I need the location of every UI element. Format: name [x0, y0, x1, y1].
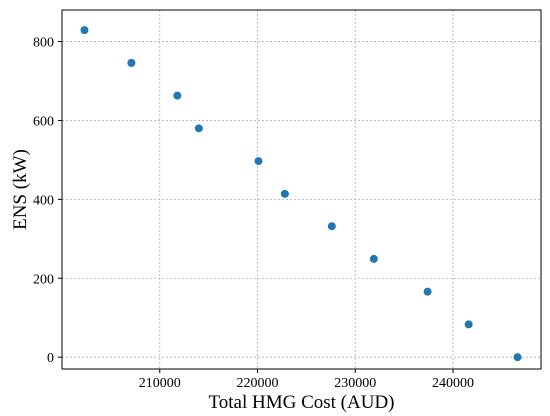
x-tick-label: 230000 [334, 376, 376, 391]
x-tick-label: 240000 [432, 376, 474, 391]
y-tick-label: 200 [33, 272, 54, 287]
data-point [464, 320, 473, 329]
x-axis-label: Total HMG Cost (AUD) [208, 392, 394, 413]
data-point [423, 287, 432, 296]
y-tick-label: 600 [33, 114, 54, 129]
data-point [194, 124, 203, 133]
data-point [80, 26, 89, 35]
data-points [80, 26, 522, 362]
y-tick-label: 800 [33, 36, 54, 51]
y-tick-label: 400 [33, 193, 54, 208]
data-point [280, 189, 289, 198]
data-point [254, 157, 263, 166]
x-tick-label: 210000 [139, 376, 181, 391]
data-point [327, 222, 336, 231]
axis-ticks: 210000 220000 230000 240000 0 200 400 600 800 [33, 36, 474, 391]
y-tick-label: 0 [47, 351, 54, 366]
data-point [173, 91, 182, 100]
x-tick-label: 220000 [237, 376, 279, 391]
data-point [369, 254, 378, 263]
plot-frame [61, 9, 542, 370]
data-point [513, 353, 522, 362]
data-point [127, 58, 136, 67]
y-axis-label: ENS (kW) [10, 149, 31, 230]
